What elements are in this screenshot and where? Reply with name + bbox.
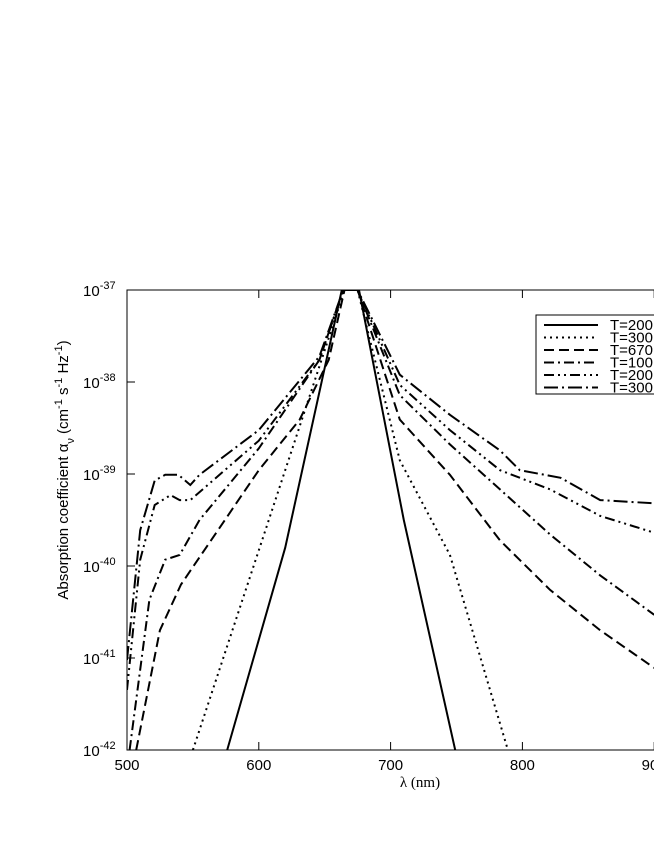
y-tick-label: 10-41 (83, 648, 116, 668)
y-tick-exponent: -39 (100, 464, 116, 476)
x-tick-label: 800 (510, 757, 535, 774)
series-line (127, 290, 654, 691)
series-line (128, 290, 654, 750)
y-axis-label-part: -1 (53, 378, 65, 388)
y-tick-base: 10 (83, 743, 100, 760)
y-axis-label-part: ) (55, 340, 72, 345)
y-tick-base: 10 (83, 375, 100, 392)
y-tick-exponent: -41 (100, 648, 116, 660)
y-tick-label: 10-39 (83, 464, 116, 484)
y-tick-label: 10-40 (83, 556, 116, 576)
x-tick-label: 500 (114, 757, 139, 774)
x-tick-label: 700 (378, 757, 403, 774)
legend-label: T=200 (610, 317, 653, 334)
y-tick-exponent: -40 (100, 556, 116, 568)
series-line (226, 290, 457, 750)
y-axis-label-part: -1 (53, 345, 65, 355)
plot-frame (126, 289, 654, 751)
series-line (191, 290, 509, 750)
y-axis-label-part: Hz (55, 355, 72, 378)
y-axis-label: Absorption coefficient αν (cm-1 s-1 Hz-1… (53, 340, 77, 599)
y-tick-base: 10 (83, 651, 100, 668)
y-tick-label: 10-37 (83, 280, 116, 300)
x-tick-label: 900 (642, 757, 654, 774)
legend-box (535, 314, 654, 395)
y-tick-exponent: -38 (100, 372, 116, 384)
series-line (127, 290, 654, 661)
y-tick-exponent: -37 (100, 280, 116, 292)
y-axis-label-part: -1 (53, 399, 65, 409)
legend-label: T=200 (610, 367, 653, 384)
legend-label: T=300 (610, 330, 653, 347)
y-tick-exponent: -42 (100, 740, 116, 752)
plot-area (127, 290, 654, 750)
legend-label: T=300 (610, 380, 653, 397)
y-tick-base: 10 (83, 283, 100, 300)
legend-label: T=100 (610, 355, 653, 372)
y-tick-label: 10-42 (83, 740, 116, 760)
x-axis-label: λ (nm) (400, 775, 440, 791)
y-tick-base: 10 (83, 559, 100, 576)
x-tick-label: 600 (246, 757, 271, 774)
y-tick-base: 10 (83, 467, 100, 484)
y-axis-label-part: s (55, 387, 72, 399)
y-tick-label: 10-38 (83, 372, 116, 392)
series-line (135, 290, 654, 750)
y-axis-label-part: Absorption coefficient α (55, 443, 72, 599)
legend-label: T=670 (610, 342, 653, 359)
y-axis-label-part: (cm (55, 409, 72, 438)
y-axis-label-part: ν (65, 438, 77, 444)
